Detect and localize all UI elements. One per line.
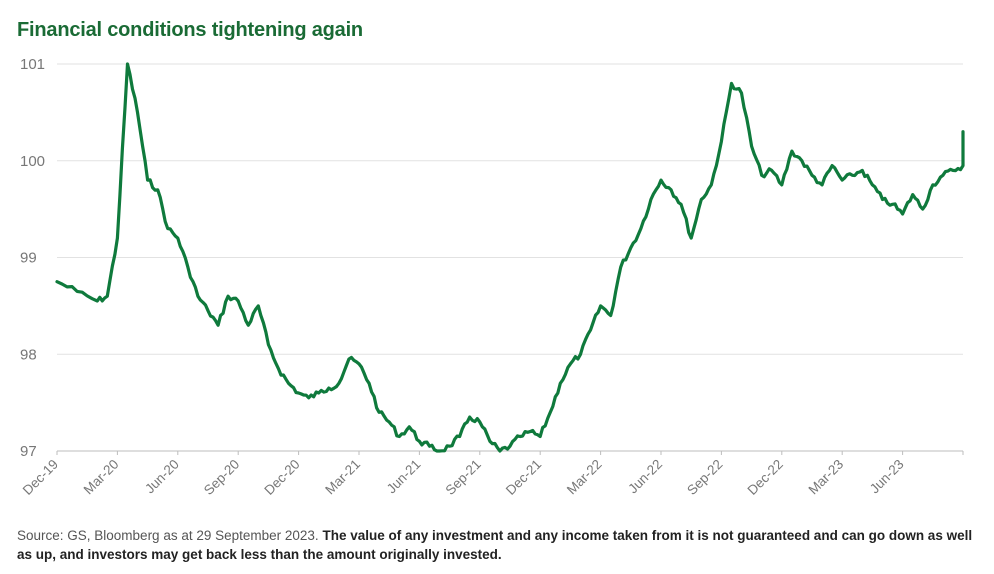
x-tick-label: Jun-22 [625,457,665,497]
y-tick-label: 97 [20,443,37,460]
x-tick-label: Dec-21 [503,457,544,498]
y-tick-label: 100 [20,153,45,170]
series-line [55,62,965,453]
x-tick-label: Dec-20 [261,457,302,498]
disclaimer-text: The value of any investment and any inco… [17,528,973,562]
series [55,62,965,453]
x-tick-label: Jun-23 [867,457,907,497]
y-tick-label: 99 [20,250,37,267]
source-note: Source: GS, Bloomberg as at 29 September… [17,528,319,543]
x-tick-label: Mar-20 [81,457,122,498]
x-tick-label: Jun-20 [142,457,182,497]
x-tick-label: Mar-23 [805,457,846,498]
y-axis-ticks: 97 98 99 100 101 [20,56,45,460]
x-tick-label: Dec-19 [20,457,61,498]
gridlines [57,63,963,355]
x-tick-label: Mar-22 [564,457,605,498]
x-tick-label: Sep-22 [684,457,725,498]
x-tick-label: Dec-22 [745,457,786,498]
x-tick-label: Sep-20 [201,457,242,498]
chart-title: Financial conditions tightening again [17,19,363,41]
y-tick-label: 101 [20,56,45,73]
y-tick-label: 98 [20,346,37,363]
x-tick-label: Jun-21 [384,457,424,497]
x-tick-label: Sep-21 [443,457,484,498]
x-tick-label: Mar-21 [322,457,363,498]
x-axis-ticks: Dec-19 Mar-20 Jun-20 Sep-20 Dec-20 Mar-21 Jun-… [20,451,964,498]
chart-footer: Source: GS, Bloomberg as at 29 September… [17,526,982,564]
